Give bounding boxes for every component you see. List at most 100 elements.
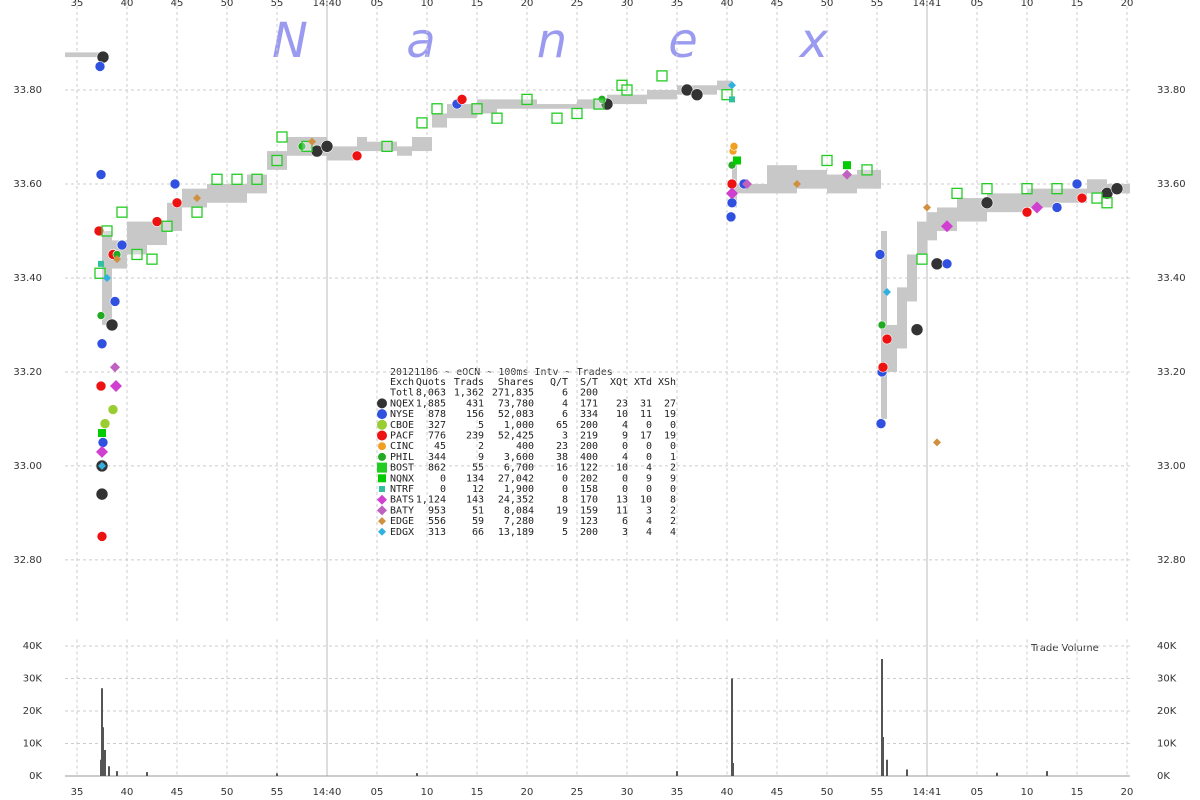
volume-tick-label: 30K (1157, 674, 1177, 685)
legend-cell: 953 (428, 505, 446, 516)
legend-marker (378, 442, 386, 451)
legend-name: CINC (390, 441, 414, 452)
x-tick-label: 45 (171, 0, 184, 9)
trade-marker (276, 131, 288, 143)
nbbo-band (917, 221, 927, 255)
legend-column: Exch (390, 377, 414, 388)
trade-marker (1110, 182, 1124, 195)
x-tick-label: 05 (971, 787, 984, 798)
legend-cell: 52,083 (498, 409, 534, 420)
trade-marker (171, 197, 183, 209)
legend-cell: 313 (428, 527, 446, 538)
trade-marker (842, 169, 852, 180)
legend-cell: 400 (580, 452, 598, 463)
legend-cell: 16 (556, 463, 568, 474)
trade-marker (728, 81, 736, 90)
trade-marker (742, 178, 752, 189)
nbbo-band (767, 165, 797, 194)
trade-marker (109, 296, 121, 307)
legend-marker (378, 474, 386, 483)
trade-marker (416, 117, 428, 129)
watermark: x (798, 13, 829, 69)
legend-marker (379, 486, 385, 492)
watermark: N (272, 13, 308, 69)
legend-column: Shares (498, 377, 534, 388)
legend-cell: 2 (670, 463, 676, 474)
trade-marker (933, 438, 941, 447)
legend-cell: 4 (562, 398, 568, 409)
x-tick-label: 55 (271, 0, 284, 9)
legend-column: XSh (658, 377, 676, 388)
trade-marker (107, 404, 119, 415)
legend-cell: 0 (670, 484, 676, 495)
legend-name: EDGE (390, 516, 414, 527)
trade-marker (116, 239, 128, 251)
x-tick-label: 14:40 (313, 787, 342, 798)
trade-marker (351, 150, 363, 162)
legend-marker (377, 505, 387, 516)
trade-marker (1101, 197, 1113, 209)
nbbo-band (607, 94, 647, 105)
legend-cell: 9 (646, 473, 652, 484)
y-tick-label: 33.60 (13, 179, 42, 190)
y-tick-label: 33.00 (1157, 461, 1186, 472)
nbbo-band (737, 183, 767, 194)
legend-cell: 9 (562, 516, 568, 527)
x-tick-label: 45 (771, 0, 784, 9)
legend-cell: 0 (646, 484, 652, 495)
y-tick-label: 33.00 (13, 461, 42, 472)
legend-cell: 3 (622, 527, 628, 538)
trade-marker (1031, 201, 1043, 214)
legend-cell: 200 (580, 527, 598, 538)
trade-marker (877, 320, 887, 330)
x-tick-label: 14:41 (913, 0, 942, 9)
legend-cell: 52,425 (498, 431, 534, 442)
x-tick-label: 14:40 (313, 0, 342, 9)
legend-marker (377, 462, 387, 473)
volume-bar (732, 763, 734, 776)
x-tick-label: 20 (1121, 0, 1134, 9)
trade-marker (729, 142, 739, 151)
trade-marker (110, 362, 120, 373)
legend-cell: 200 (580, 441, 598, 452)
trade-marker (96, 531, 108, 542)
legend-cell: 6 (622, 516, 628, 527)
trade-marker (861, 164, 873, 176)
x-tick-label: 15 (1071, 787, 1084, 798)
legend-cell: 5 (562, 527, 568, 538)
trade-marker (1021, 206, 1033, 218)
volume-bar (146, 772, 148, 776)
legend-cell: 0 (622, 484, 628, 495)
volume-bar (108, 766, 110, 776)
y-tick-label: 33.20 (13, 367, 42, 378)
legend-name: BATS (390, 495, 414, 506)
volume-bar (906, 769, 908, 776)
legend-cell: 0 (646, 420, 652, 431)
legend-name: NYSE (390, 409, 414, 420)
nbbo-band (717, 80, 732, 90)
nbbo-band (887, 324, 897, 372)
trade-marker (193, 194, 201, 203)
legend-name: CBOE (390, 420, 414, 431)
trade-marker (146, 253, 158, 265)
x-tick-label: 05 (371, 787, 384, 798)
legend-cell: 0 (646, 452, 652, 463)
legend-cell: 17 (640, 431, 652, 442)
legend-marker (377, 419, 387, 430)
trade-marker (621, 84, 633, 96)
y-tick-label: 33.20 (1157, 367, 1186, 378)
legend-cell: 4 (646, 516, 652, 527)
legend-marker (377, 398, 387, 409)
x-tick-label: 35 (71, 787, 84, 798)
trade-marker (96, 50, 110, 64)
x-tick-label: 45 (171, 787, 184, 798)
legend-cell: 23 (556, 441, 568, 452)
legend-cell: 431 (466, 398, 484, 409)
y-tick-label: 33.60 (1157, 179, 1186, 190)
legend-cell: 0 (440, 473, 446, 484)
volume-bar (886, 759, 888, 776)
legend-column: S/T (580, 377, 598, 388)
legend-cell: 11 (616, 505, 628, 516)
trade-marker (94, 61, 106, 72)
